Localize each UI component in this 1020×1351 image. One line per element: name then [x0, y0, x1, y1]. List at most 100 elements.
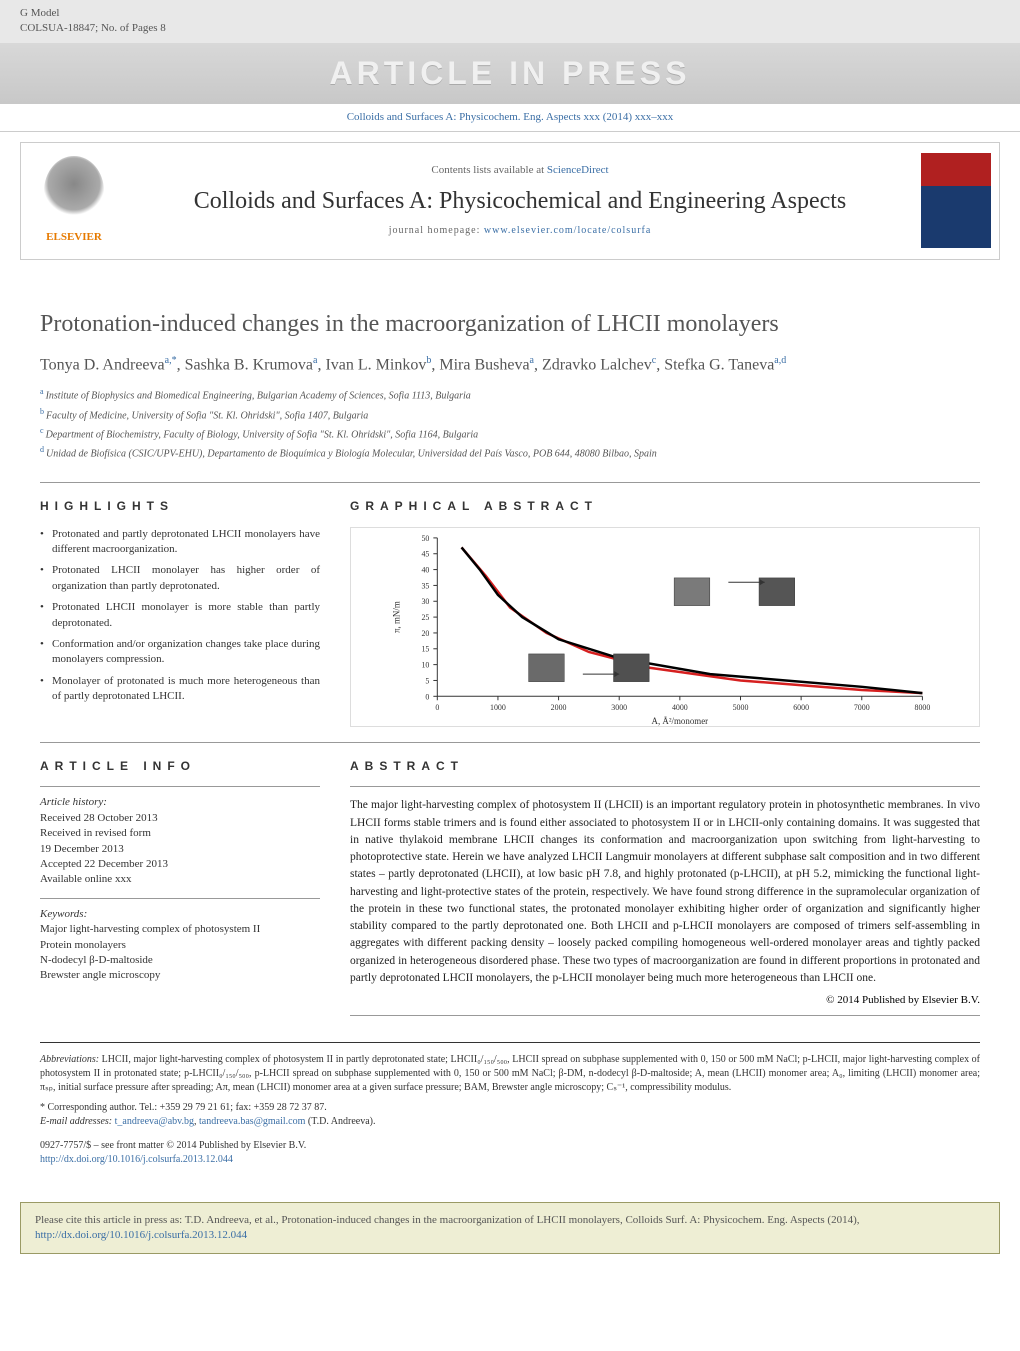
abstract-text: The major light-harvesting complex of ph…	[350, 797, 980, 987]
svg-text:4000: 4000	[672, 703, 688, 712]
author-sup: b	[426, 355, 431, 366]
graphical-abstract-chart: 0510152025303540455001000200030004000500…	[350, 527, 980, 727]
sciencedirect-link[interactable]: ScienceDirect	[547, 164, 609, 176]
highlight-item: Protonated LHCII monolayer is more stabl…	[40, 600, 320, 631]
highlight-item: Protonated and partly deprotonated LHCII…	[40, 527, 320, 558]
history-line: 19 December 2013	[40, 842, 320, 857]
highlight-item: Monolayer of protonated is much more het…	[40, 674, 320, 705]
svg-text:15: 15	[421, 644, 429, 653]
highlight-item: Protonated LHCII monolayer has higher or…	[40, 563, 320, 594]
svg-text:0: 0	[435, 703, 439, 712]
svg-text:A, Å²/monomer: A, Å²/monomer	[652, 716, 709, 726]
affiliation-line: c Department of Biochemistry, Faculty of…	[40, 425, 980, 442]
graphical-abstract-heading: GRAPHICAL ABSTRACT	[350, 498, 980, 515]
authors-list: Tonya D. Andreevaa,*, Sashka B. Krumovaa…	[40, 354, 980, 377]
abstract-column: ABSTRACT The major light-harvesting comp…	[350, 758, 980, 1022]
affiliations: a Institute of Biophysics and Biomedical…	[40, 386, 980, 461]
svg-text:20: 20	[421, 629, 429, 638]
keyword-line: Protein monolayers	[40, 938, 320, 953]
history-line: Received 28 October 2013	[40, 811, 320, 826]
author-sup: a,*	[165, 355, 177, 366]
author-sup: a,d	[774, 355, 786, 366]
chart-svg: 0510152025303540455001000200030004000500…	[351, 528, 979, 726]
keywords-label: Keywords:	[40, 907, 320, 922]
article-info-column: ARTICLE INFO Article history: Received 2…	[40, 758, 320, 1022]
article-info-heading: ARTICLE INFO	[40, 758, 320, 775]
article-ref: COLSUA-18847; No. of Pages 8	[20, 21, 1000, 36]
email-link[interactable]: t_andreeva@abv.bg	[115, 1116, 194, 1127]
svg-text:45: 45	[421, 549, 429, 558]
cite-text: Please cite this article in press as: T.…	[35, 1214, 860, 1226]
history-line: Available online xxx	[40, 872, 320, 887]
contents-available: Contents lists available at ScienceDirec…	[119, 163, 921, 178]
keywords-lines: Major light-harvesting complex of photos…	[40, 922, 320, 984]
svg-text:3000: 3000	[611, 703, 627, 712]
publisher-name: ELSEVIER	[46, 230, 102, 245]
issn-line: 0927-7757/$ – see front matter © 2014 Pu…	[40, 1139, 980, 1153]
journal-header: ELSEVIER Contents lists available at Sci…	[20, 142, 1000, 260]
highlights-graphical-row: HIGHLIGHTS Protonated and partly deproto…	[40, 498, 980, 727]
svg-text:8000: 8000	[914, 703, 930, 712]
article-title: Protonation-induced changes in the macro…	[40, 310, 980, 339]
journal-cover-thumb	[921, 153, 991, 248]
svg-text:35: 35	[421, 581, 429, 590]
info-divider	[40, 898, 320, 899]
homepage-line: journal homepage: www.elsevier.com/locat…	[119, 224, 921, 238]
svg-text:30: 30	[421, 597, 429, 606]
history-line: Accepted 22 December 2013	[40, 857, 320, 872]
info-divider	[40, 786, 320, 787]
highlights-heading: HIGHLIGHTS	[40, 498, 320, 515]
author-sup: a	[530, 355, 534, 366]
info-abstract-row: ARTICLE INFO Article history: Received 2…	[40, 758, 980, 1022]
article-content: Protonation-induced changes in the macro…	[0, 270, 1020, 1187]
top-bar: G Model COLSUA-18847; No. of Pages 8	[0, 0, 1020, 43]
keyword-line: N-dodecyl β-D-maltoside	[40, 953, 320, 968]
affiliation-line: a Institute of Biophysics and Biomedical…	[40, 386, 980, 403]
model-label: G Model	[20, 6, 1000, 21]
email-person: (T.D. Andreeva).	[305, 1116, 375, 1127]
svg-text:5000: 5000	[733, 703, 749, 712]
keyword-line: Brewster angle microscopy	[40, 968, 320, 983]
contents-text: Contents lists available at	[431, 164, 546, 176]
author-name: Ivan L. Minkov	[325, 356, 426, 373]
affiliation-line: b Faculty of Medicine, University of Sof…	[40, 406, 980, 423]
cite-doi-link[interactable]: http://dx.doi.org/10.1016/j.colsurfa.201…	[35, 1229, 247, 1241]
svg-text:0: 0	[425, 692, 429, 701]
footer-block: 0927-7757/$ – see front matter © 2014 Pu…	[40, 1139, 980, 1167]
author-name: Zdravko Lalchev	[542, 356, 652, 373]
doi-link[interactable]: http://dx.doi.org/10.1016/j.colsurfa.201…	[40, 1154, 233, 1165]
author-sup: a	[313, 355, 317, 366]
full-separator	[40, 1042, 980, 1043]
highlight-item: Conformation and/or organization changes…	[40, 637, 320, 668]
email-link[interactable]: tandreeva.bas@gmail.com	[199, 1116, 305, 1127]
abbreviations-label: Abbreviations:	[40, 1054, 99, 1065]
abbreviations-text: LHCII, major light-harvesting complex of…	[40, 1054, 980, 1093]
abstract-heading: ABSTRACT	[350, 758, 980, 775]
separator	[40, 742, 980, 743]
publisher-logo: ELSEVIER	[29, 151, 119, 251]
highlights-column: HIGHLIGHTS Protonated and partly deproto…	[40, 498, 320, 727]
highlights-list: Protonated and partly deprotonated LHCII…	[40, 527, 320, 705]
svg-text:10: 10	[421, 660, 429, 669]
header-center: Contents lists available at ScienceDirec…	[119, 163, 921, 238]
journal-title: Colloids and Surfaces A: Physicochemical…	[119, 185, 921, 219]
press-banner: ARTICLE IN PRESS	[0, 43, 1020, 104]
history-line: Received in revised form	[40, 826, 320, 841]
svg-text:25: 25	[421, 613, 429, 622]
author-name: Stefka G. Taneva	[664, 356, 774, 373]
keyword-line: Major light-harvesting complex of photos…	[40, 922, 320, 937]
affiliation-line: d Unidad de Biofísica (CSIC/UPV-EHU), De…	[40, 444, 980, 461]
svg-text:1000: 1000	[490, 703, 506, 712]
svg-text:5: 5	[425, 676, 429, 685]
author-sup: c	[652, 355, 656, 366]
graphical-abstract-column: GRAPHICAL ABSTRACT 051015202530354045500…	[350, 498, 980, 727]
history-lines: Received 28 October 2013Received in revi…	[40, 811, 320, 888]
author-name: Mira Busheva	[439, 356, 529, 373]
homepage-url[interactable]: www.elsevier.com/locate/colsurfa	[484, 225, 651, 236]
homepage-label: journal homepage:	[389, 225, 484, 236]
separator	[40, 482, 980, 483]
abstract-divider	[350, 786, 980, 787]
email-label: E-mail addresses:	[40, 1116, 115, 1127]
email-line: E-mail addresses: t_andreeva@abv.bg, tan…	[40, 1115, 980, 1129]
svg-text:6000: 6000	[793, 703, 809, 712]
